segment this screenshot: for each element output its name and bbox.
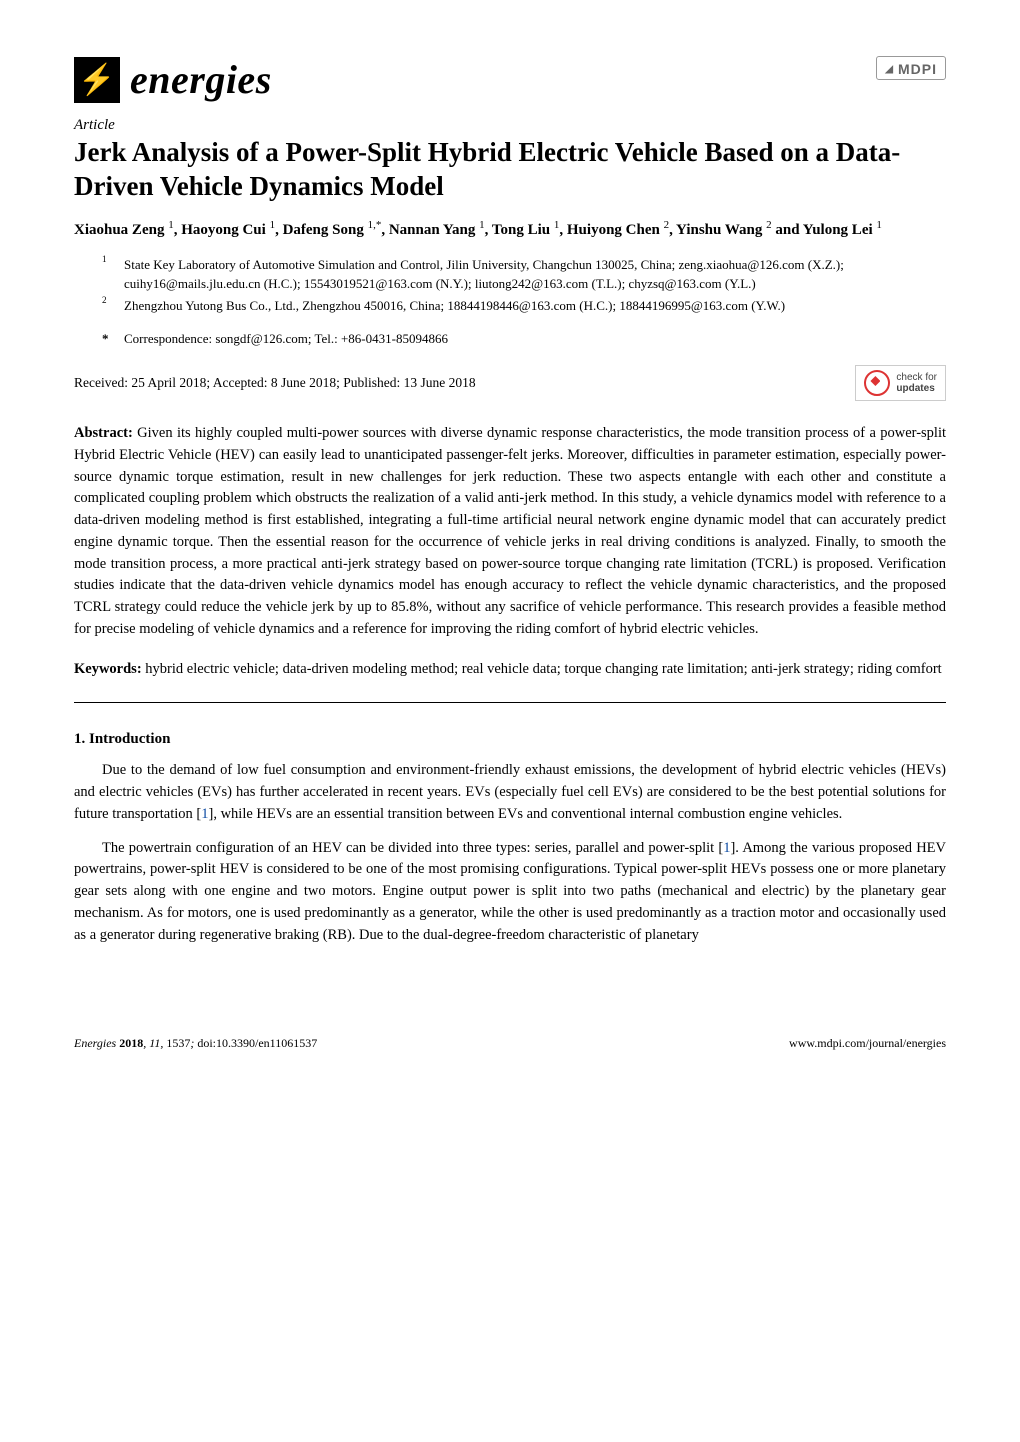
abstract: Abstract: Given its highly coupled multi… (74, 423, 946, 641)
author: Haoyong Cui 1 (181, 222, 275, 238)
affiliation: 2 Zhengzhou Yutong Bus Co., Ltd., Zhengz… (102, 296, 946, 316)
author: Tong Liu 1 (492, 222, 560, 238)
updates-icon (864, 370, 890, 396)
footer-left: Energies 2018, 11, 1537; doi:10.3390/en1… (74, 1036, 317, 1051)
citation-link[interactable]: 1 (201, 806, 208, 822)
page-footer: Energies 2018, 11, 1537; doi:10.3390/en1… (74, 1036, 946, 1051)
author: Yulong Lei 1 (803, 222, 882, 238)
abstract-label: Abstract: (74, 425, 133, 441)
check-updates-bold: updates (896, 383, 937, 394)
bolt-icon: ⚡ (74, 57, 120, 103)
journal-name: energies (130, 56, 272, 103)
publisher-name: MDPI (898, 61, 937, 77)
check-updates-label: check for (896, 372, 937, 383)
abstract-text: Given its highly coupled multi-power sou… (74, 425, 946, 637)
affiliation: 1 State Key Laboratory of Automotive Sim… (102, 255, 946, 294)
body-paragraph: Due to the demand of low fuel consumptio… (74, 760, 946, 825)
body-paragraph: The powertrain configuration of an HEV c… (74, 838, 946, 947)
author: Yinshu Wang 2 (676, 222, 772, 238)
article-title: Jerk Analysis of a Power-Split Hybrid El… (74, 136, 946, 204)
keywords-label: Keywords: (74, 661, 142, 677)
separator (74, 702, 946, 703)
journal-logo: ⚡ energies (74, 56, 272, 103)
section-heading: 1. Introduction (74, 731, 946, 748)
author: Huiyong Chen 2 (567, 222, 669, 238)
author-list: Xiaohua Zeng 1, Haoyong Cui 1, Dafeng So… (74, 218, 946, 241)
publication-dates: Received: 25 April 2018; Accepted: 8 Jun… (74, 375, 476, 391)
footer-right: www.mdpi.com/journal/energies (789, 1036, 946, 1051)
author: Nannan Yang 1 (389, 222, 485, 238)
article-type-label: Article (74, 117, 946, 134)
keywords: Keywords: hybrid electric vehicle; data-… (74, 659, 946, 681)
keywords-text: hybrid electric vehicle; data-driven mod… (145, 661, 941, 677)
publisher-logo: ◢ MDPI (876, 56, 946, 80)
affiliations: 1 State Key Laboratory of Automotive Sim… (74, 255, 946, 316)
author: Dafeng Song 1,* (283, 222, 382, 238)
check-for-updates-badge[interactable]: check for updates (855, 365, 946, 401)
correspondence: * Correspondence: songdf@126.com; Tel.: … (74, 331, 946, 347)
author: Xiaohua Zeng 1 (74, 222, 174, 238)
triangle-icon: ◢ (885, 64, 894, 75)
